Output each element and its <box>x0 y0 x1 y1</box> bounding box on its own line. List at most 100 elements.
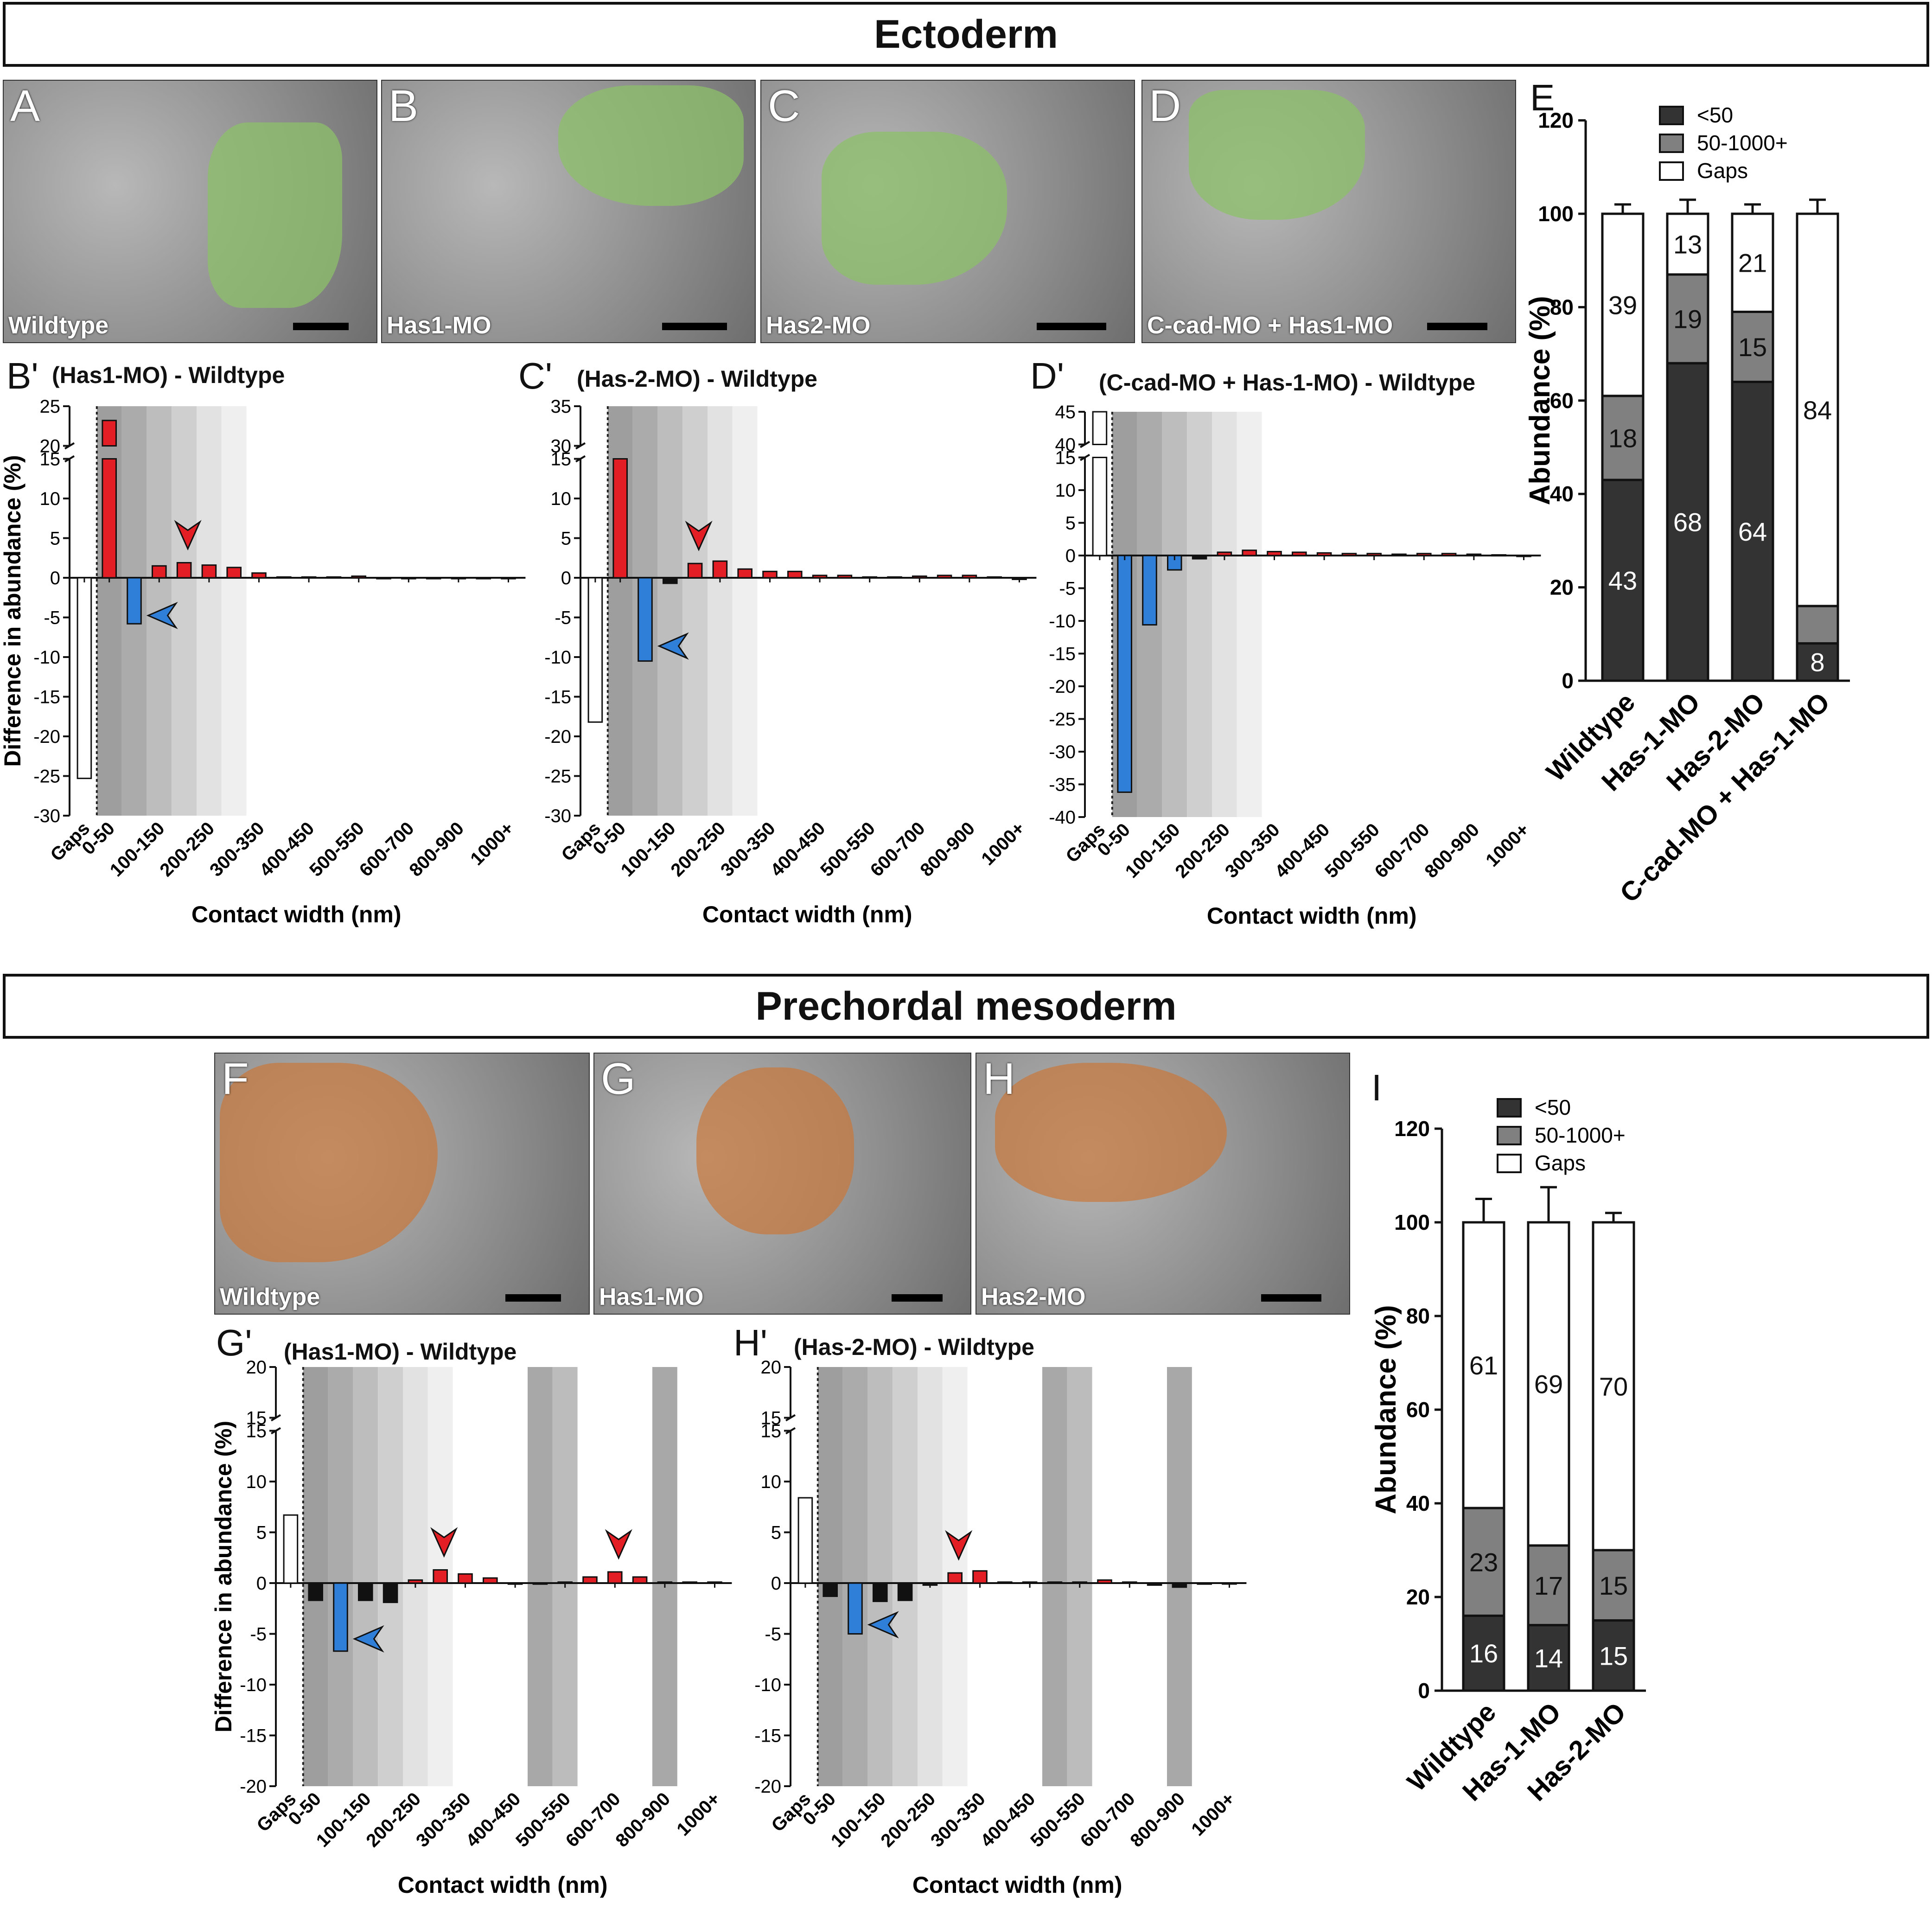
y-tick-label: 5 <box>561 529 571 549</box>
segment-value-label: 15 <box>1599 1571 1628 1600</box>
y-tick-label: -20 <box>544 727 571 747</box>
x-tick-label: 200-250 <box>362 1789 425 1851</box>
x-axis-label: Contact width (nm) <box>191 901 402 927</box>
x-axis-label: Contact width (nm) <box>398 1872 608 1898</box>
x-tick-label: 500-550 <box>1027 1789 1089 1851</box>
difference-bar <box>848 1582 863 1635</box>
y-tick-label: -5 <box>555 608 571 628</box>
difference-bar <box>1192 555 1207 560</box>
panel-letter-c-prime: C' <box>518 355 553 396</box>
y-tick-label: 10 <box>551 489 572 509</box>
difference-bar <box>333 1582 348 1652</box>
em-image-c: C Has2-MO <box>760 80 1135 343</box>
y-tick-label: -10 <box>33 647 60 668</box>
highlighted-cell <box>208 122 342 308</box>
segment-value-label: 8 <box>1810 648 1824 677</box>
segment-value-label: 84 <box>1803 396 1832 425</box>
difference-bar <box>1416 553 1432 556</box>
difference-bar <box>607 1571 623 1584</box>
scale-bar <box>1427 323 1487 330</box>
highlighted-cell <box>995 1063 1227 1202</box>
legend-label: <50 <box>1697 103 1733 127</box>
scale-bar <box>1261 1294 1321 1302</box>
contact-width-band <box>867 1367 893 1786</box>
difference-bar <box>587 577 603 723</box>
segment-value-label: 64 <box>1738 517 1767 546</box>
difference-bar <box>301 576 317 579</box>
difference-bar <box>1316 552 1332 556</box>
difference-bar <box>77 577 92 779</box>
y-tick-label: -20 <box>1049 677 1076 697</box>
y-tick-label: -5 <box>765 1624 781 1645</box>
y-tick-label: -15 <box>1049 644 1076 664</box>
difference-bar <box>1142 555 1157 626</box>
panel-letter-b-prime: B' <box>6 355 38 396</box>
segment-value-label: 15 <box>1738 332 1767 362</box>
stacked-segment <box>1527 1624 1570 1692</box>
difference-bar <box>937 575 952 579</box>
x-tick-label: 400-450 <box>977 1789 1039 1851</box>
panel-letter: D <box>1149 81 1181 131</box>
contact-width-band <box>657 406 683 816</box>
difference-bar <box>376 577 391 580</box>
scale-bar <box>505 1294 561 1302</box>
difference-bar <box>1391 553 1407 556</box>
difference-bar <box>962 575 977 579</box>
contact-width-band <box>303 1367 328 1786</box>
segment-value-label: 19 <box>1673 305 1702 334</box>
stacked-segment <box>1796 605 1839 645</box>
difference-bar-upper <box>1092 411 1108 445</box>
segment-value-label: 21 <box>1738 249 1767 278</box>
y-tick-label: 100 <box>1394 1210 1430 1234</box>
difference-bar <box>1072 1581 1087 1584</box>
legend-label: Gaps <box>1697 159 1748 183</box>
x-tick-label: 600-700 <box>562 1789 625 1851</box>
difference-bar <box>1097 1579 1112 1584</box>
highlighted-cell <box>220 1063 438 1262</box>
y-tick-label: 5 <box>771 1523 781 1543</box>
segment-value-label: 16 <box>1469 1639 1498 1668</box>
difference-bar <box>737 568 752 579</box>
difference-bar <box>1466 553 1482 556</box>
y-tick-label: 40 <box>1406 1491 1430 1515</box>
em-image-g: G Has1-MO <box>593 1053 971 1315</box>
x-tick-label: 400-450 <box>1271 819 1334 882</box>
condition-label: Has1-MO <box>599 1284 704 1310</box>
stacked-chart-i: 0 20 40 60 80 100 120 Abundance (%) <50 50-1000+ G… <box>1370 1095 1646 1807</box>
y-tick-label: 0 <box>256 1573 267 1594</box>
difference-bar <box>408 1579 423 1584</box>
difference-bar <box>632 1576 648 1584</box>
condition-label: Has1-MO <box>387 312 491 339</box>
contact-width-band <box>682 406 708 816</box>
x-tick-label: 300-350 <box>206 818 268 881</box>
contact-width-band <box>1187 412 1212 817</box>
difference-bar <box>383 1582 398 1603</box>
y-tick-label: 120 <box>1538 109 1574 133</box>
x-tick-label: 800-900 <box>612 1789 674 1851</box>
contact-width-band <box>378 1367 403 1786</box>
blue-arrowhead-icon <box>146 601 178 629</box>
difference-bar <box>1491 554 1506 557</box>
condition-label: C-cad-MO + Has1-MO <box>1147 312 1393 339</box>
y-tick-label: -10 <box>544 647 571 668</box>
x-tick-label: 300-350 <box>412 1789 475 1851</box>
axis-break-mark <box>1079 441 1090 448</box>
contact-width-band <box>1162 412 1187 817</box>
difference-bar <box>1341 553 1357 556</box>
stacked-segment <box>1731 381 1774 682</box>
x-tick-label: 600-700 <box>356 818 418 881</box>
y-axis-label: Abundance (%) <box>1524 296 1556 505</box>
y-tick-label: 0 <box>1418 1679 1430 1703</box>
x-tick-label: 1000+ <box>1187 1789 1239 1840</box>
chart-title: (Has1-MO) - Wildtype <box>284 1339 517 1365</box>
y-tick-label: 10 <box>246 1472 267 1492</box>
difference-bar <box>887 576 902 579</box>
stacked-segment <box>1462 1221 1505 1509</box>
y-tick-label: -20 <box>33 727 60 747</box>
difference-bar <box>657 1581 673 1584</box>
scale-bar <box>1037 323 1106 330</box>
red-arrowhead-icon <box>605 1529 632 1560</box>
em-image-d: D C-cad-MO + Has1-MO <box>1141 80 1516 343</box>
difference-bar <box>433 1569 448 1584</box>
chart-title: (Has-2-MO) - Wildtype <box>794 1334 1034 1360</box>
